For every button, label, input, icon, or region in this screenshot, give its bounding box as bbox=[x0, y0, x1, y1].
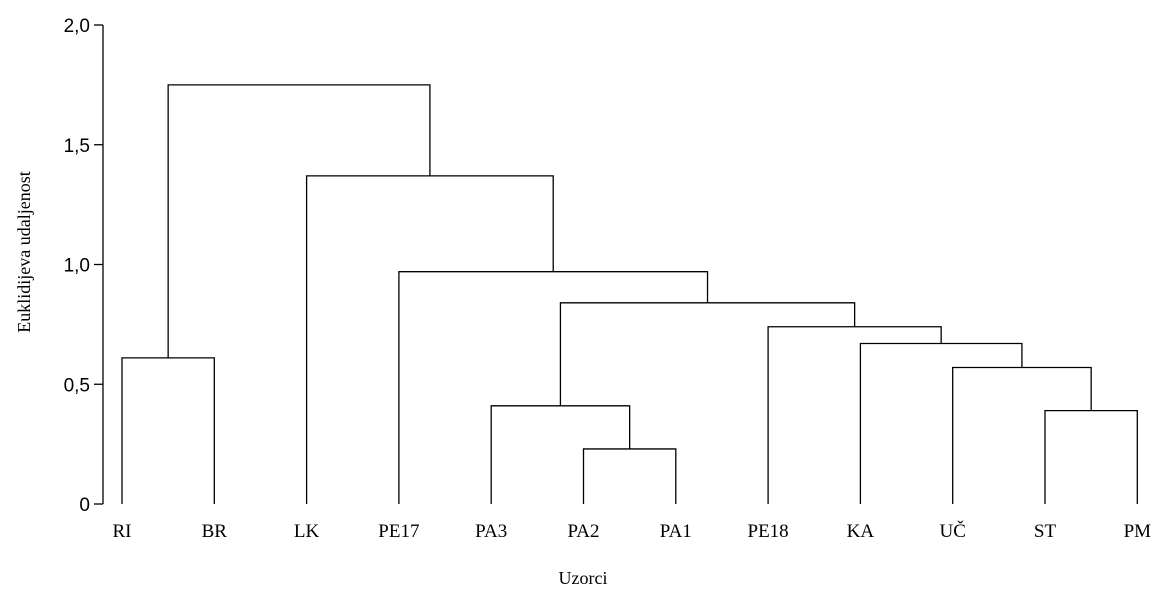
leaf-label: PM bbox=[1124, 521, 1152, 542]
dendrogram-link-10 bbox=[167, 84, 431, 358]
dendrogram-link-0 bbox=[582, 448, 677, 504]
dendrogram-link-7 bbox=[559, 302, 856, 406]
dendrogram-link-3 bbox=[952, 366, 1092, 504]
dendrogram-link-8 bbox=[398, 271, 709, 504]
x-axis-title: Uzorci bbox=[559, 568, 608, 588]
y-axis: 0 0,5 1,0 1,5 2,0 bbox=[64, 16, 104, 516]
leaf-label: PE17 bbox=[378, 521, 419, 542]
y-axis-title: Euklidijeva udaljenost bbox=[14, 171, 34, 332]
leaf-label: PA3 bbox=[475, 521, 507, 542]
leaf-label: PA1 bbox=[660, 521, 692, 542]
y-tick-label: 0 bbox=[79, 495, 90, 516]
leaf-label: LK bbox=[294, 521, 320, 542]
leaf-label: RI bbox=[113, 521, 132, 542]
dendrogram-link-6 bbox=[767, 326, 942, 504]
dendrogram-tree bbox=[121, 84, 1138, 504]
y-tick-label: 1,5 bbox=[64, 136, 90, 157]
leaf-label: BR bbox=[202, 521, 228, 542]
leaf-label: UČ bbox=[939, 520, 965, 542]
dendrogram-link-4 bbox=[121, 357, 215, 504]
y-tick-label: 0,5 bbox=[64, 375, 90, 396]
dendrogram-link-2 bbox=[490, 405, 631, 504]
leaf-label: PE18 bbox=[748, 521, 789, 542]
leaf-labels: RI BR LK PE17 PA3 PA2 PA1 PE18 KA UČ ST PM bbox=[113, 520, 1152, 542]
dendrogram-link-1 bbox=[1044, 409, 1138, 504]
y-tick-label: 2,0 bbox=[64, 16, 90, 37]
leaf-label: KA bbox=[847, 521, 875, 542]
leaf-label: ST bbox=[1034, 521, 1057, 542]
y-tick-label: 1,0 bbox=[64, 256, 90, 277]
dendrogram-link-9 bbox=[305, 175, 554, 504]
leaf-label: PA2 bbox=[567, 521, 599, 542]
